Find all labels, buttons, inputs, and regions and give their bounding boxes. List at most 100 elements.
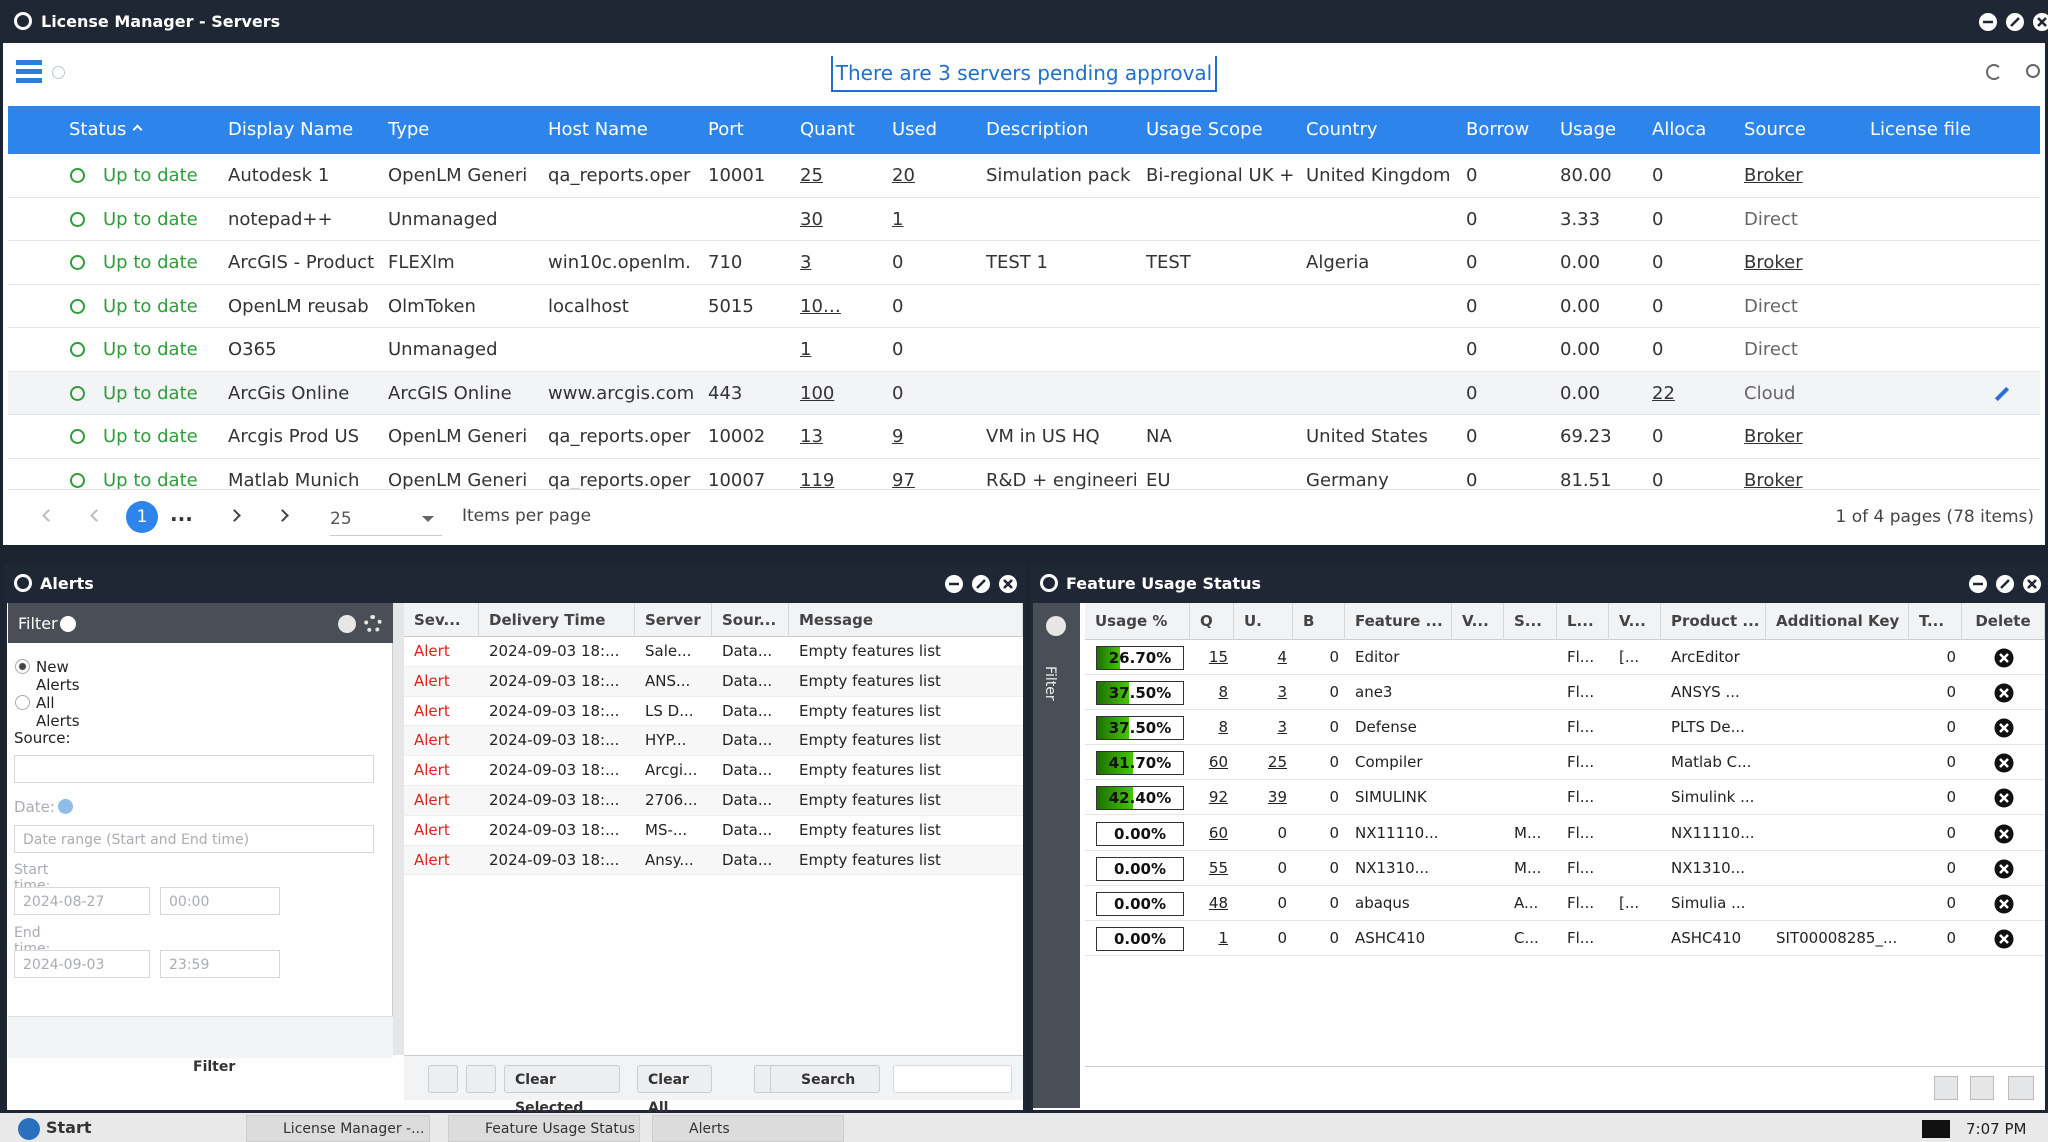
table-row[interactable] xyxy=(8,197,2040,241)
column-header[interactable]: T... xyxy=(1909,603,1962,640)
column-header[interactable]: Used xyxy=(892,119,938,140)
column-header[interactable]: Delete xyxy=(1962,603,2045,640)
table-row[interactable] xyxy=(1085,640,2045,676)
refresh-icon[interactable] xyxy=(1986,64,2002,80)
column-header[interactable]: L... xyxy=(1557,603,1609,640)
cell[interactable]: 60 xyxy=(1208,753,1228,772)
current-page[interactable]: 1 xyxy=(126,501,158,533)
window-close-button[interactable] xyxy=(998,574,1018,594)
column-header[interactable]: Type xyxy=(388,119,430,140)
table-row[interactable] xyxy=(1085,816,2045,851)
column-header[interactable]: Port xyxy=(708,119,744,140)
column-header[interactable]: Display Name xyxy=(228,119,354,140)
refresh-button[interactable] xyxy=(1934,1076,1958,1100)
filter-strip[interactable] xyxy=(1033,603,1080,1108)
taskbar-item[interactable]: Feature Usage Status xyxy=(448,1115,640,1142)
table-row[interactable] xyxy=(404,666,1023,697)
delete-button[interactable] xyxy=(1994,929,2014,949)
cell[interactable]: 92 xyxy=(1208,788,1228,807)
table-row[interactable] xyxy=(1085,886,2045,921)
column-header[interactable]: Status xyxy=(69,119,127,140)
per-page-select[interactable]: 25 xyxy=(330,500,442,536)
window-close-button[interactable] xyxy=(2032,12,2048,32)
collapse-icon[interactable] xyxy=(338,615,356,633)
column-header[interactable]: Description xyxy=(986,119,1089,140)
delete-button[interactable] xyxy=(1994,683,2014,703)
delete-button[interactable] xyxy=(1994,859,2014,879)
table-row[interactable] xyxy=(8,415,2040,459)
cell[interactable]: Broker xyxy=(1744,426,1803,447)
table-row[interactable] xyxy=(8,241,2040,285)
table-row[interactable] xyxy=(1085,745,2045,781)
cell[interactable]: 25 xyxy=(1267,753,1287,772)
download-button[interactable] xyxy=(1970,1076,1994,1100)
table-row[interactable] xyxy=(404,786,1023,816)
column-header[interactable]: Usage Scope xyxy=(1146,119,1263,140)
table-row[interactable] xyxy=(8,458,2040,489)
dropdown-arrow[interactable] xyxy=(422,516,434,528)
icon-button[interactable] xyxy=(466,1065,496,1093)
delete-button[interactable] xyxy=(1994,648,2014,668)
page-ellipsis[interactable]: ... xyxy=(170,502,193,526)
settings-icon[interactable] xyxy=(364,615,382,633)
cell[interactable]: 22 xyxy=(1652,382,1675,404)
window-close-button[interactable] xyxy=(2022,574,2042,594)
cell[interactable]: 15 xyxy=(1208,648,1228,666)
radio-label[interactable]: All Alerts xyxy=(36,694,80,730)
cell[interactable]: Broker xyxy=(1744,469,1803,490)
start-date[interactable]: 2024-08-27 xyxy=(14,887,150,915)
column-header[interactable]: S... xyxy=(1504,603,1557,640)
table-row[interactable] xyxy=(1085,675,2045,711)
column-header[interactable]: License file xyxy=(1870,119,1971,140)
search-input[interactable] xyxy=(893,1065,1012,1093)
radio-button[interactable] xyxy=(15,695,30,710)
window-minimize-button[interactable] xyxy=(1978,12,1998,32)
table-row[interactable] xyxy=(404,637,1023,667)
cell[interactable]: 97 xyxy=(892,469,915,490)
column-header[interactable]: Source xyxy=(1744,119,1806,140)
start-time[interactable]: 00:00 xyxy=(160,887,280,915)
column-header[interactable]: Host Name xyxy=(548,119,648,140)
column-header[interactable]: U. xyxy=(1234,603,1293,640)
cell[interactable]: 1 xyxy=(1218,928,1228,947)
column-header[interactable]: Quant xyxy=(800,119,856,140)
cell[interactable]: 20 xyxy=(892,165,915,186)
cell[interactable]: 25 xyxy=(800,165,823,186)
cell[interactable]: 3 xyxy=(1277,718,1287,737)
table-row[interactable] xyxy=(404,726,1023,757)
filter-tab[interactable]: Filter xyxy=(1042,666,1058,701)
column-header[interactable]: Additional Key xyxy=(1766,603,1909,640)
delete-button[interactable] xyxy=(1994,824,2014,844)
cell[interactable]: 3 xyxy=(800,252,812,273)
toolbar-button[interactable]: Search xyxy=(770,1065,880,1093)
pager-nav[interactable] xyxy=(42,509,55,522)
column-header[interactable]: V... xyxy=(1609,603,1661,640)
cell[interactable]: 100 xyxy=(800,382,835,404)
cell[interactable]: 8 xyxy=(1218,718,1228,737)
taskbar-item[interactable]: Alerts xyxy=(652,1115,844,1142)
window-restore-button[interactable] xyxy=(2005,12,2025,32)
table-row[interactable] xyxy=(8,328,2040,372)
source-select[interactable] xyxy=(14,755,374,783)
column-header[interactable]: Usage xyxy=(1560,119,1617,140)
taskbar-item[interactable]: License Manager -... xyxy=(246,1115,430,1142)
search-icon[interactable] xyxy=(2026,64,2040,78)
column-header[interactable]: Q xyxy=(1190,603,1234,640)
column-header[interactable]: Feature ... xyxy=(1345,603,1452,640)
cell[interactable]: 13 xyxy=(800,426,823,447)
column-header[interactable]: Server xyxy=(635,603,712,637)
menu-icon[interactable] xyxy=(16,60,42,84)
toolbar-button[interactable]: Clear Selected xyxy=(504,1065,620,1116)
cell[interactable]: 10… xyxy=(800,295,841,317)
window-restore-button[interactable] xyxy=(1995,574,2015,594)
pager-nav[interactable] xyxy=(90,509,103,522)
column-header[interactable]: Product ... xyxy=(1661,603,1766,640)
table-row[interactable] xyxy=(1085,710,2045,746)
table-row[interactable] xyxy=(404,845,1023,876)
cell[interactable]: 3 xyxy=(1277,683,1287,702)
table-row[interactable] xyxy=(8,154,2040,198)
pager-nav[interactable] xyxy=(228,509,241,522)
table-row[interactable] xyxy=(404,815,1023,846)
column-header[interactable]: Delivery Time xyxy=(479,603,635,637)
cell[interactable]: 1 xyxy=(892,208,904,230)
